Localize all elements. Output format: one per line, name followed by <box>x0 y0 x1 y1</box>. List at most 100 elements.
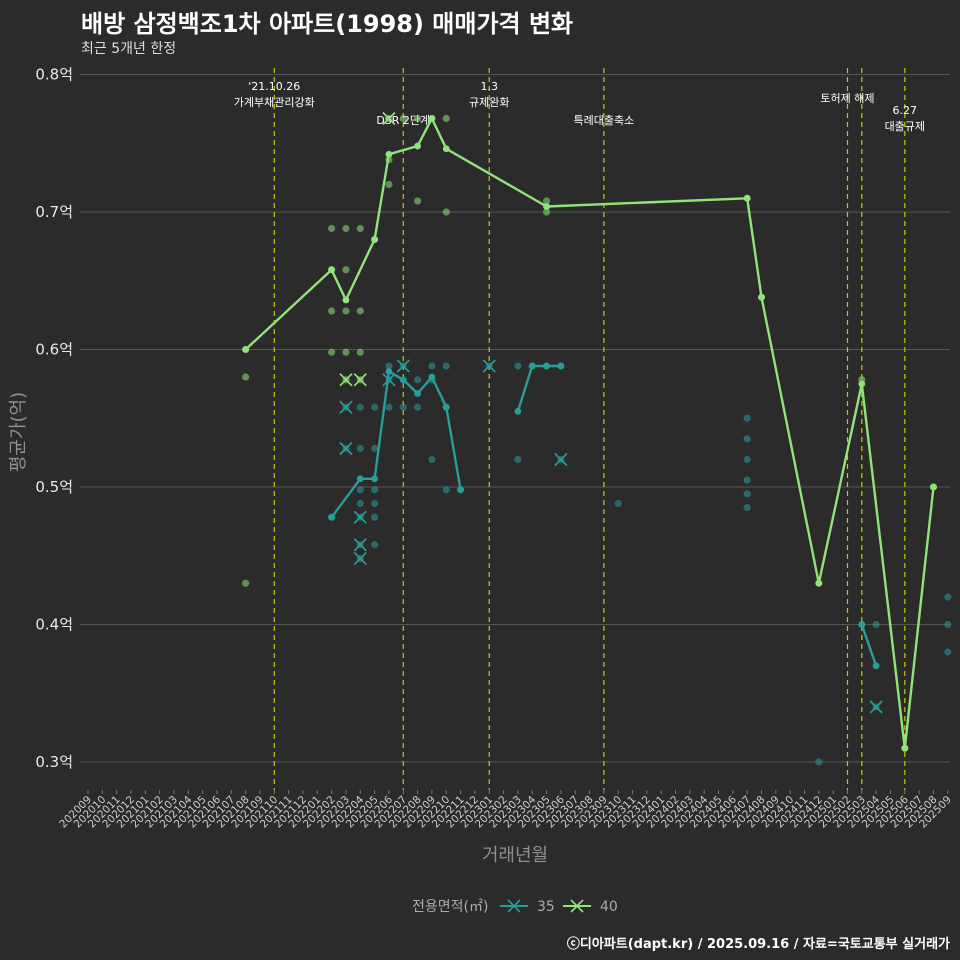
data-point-40 <box>342 224 350 233</box>
x-mark-40 <box>353 373 367 387</box>
x-mark-35 <box>869 700 883 714</box>
policy-annotation: 토허제 해제 <box>820 91 874 105</box>
data-point-35 <box>356 403 364 411</box>
policy-annotation-line: 토허제 해제 <box>820 91 874 105</box>
line-vertex-35 <box>442 403 450 411</box>
data-point-40 <box>413 114 422 123</box>
policy-annotation-line: 규제완화 <box>469 96 509 109</box>
line-vertex-40 <box>442 145 450 153</box>
line-vertex-35 <box>872 662 880 670</box>
y-tick-labels: 0.3억 0.4억 0.5억 0.6억 0.7억 0.8억 <box>35 66 73 772</box>
line-vertex-40 <box>328 266 336 274</box>
x-mark-40 <box>382 111 396 126</box>
y-gridlines <box>80 74 950 763</box>
data-point-40 <box>442 208 450 216</box>
line-vertex-35 <box>557 362 565 370</box>
line-vertex-35 <box>514 407 522 415</box>
data-point-35 <box>944 620 952 629</box>
data-point-35 <box>371 499 379 508</box>
line-vertex-35 <box>543 362 550 370</box>
policy-annotation-line: '21.10.26 <box>248 80 300 93</box>
series-line-40 <box>244 117 935 750</box>
chart-subtitle: 최근 5개년 한정 <box>81 41 177 57</box>
policy-annotation: 6.27 대출규제 <box>885 104 925 133</box>
policy-annotation-line: 1.3 <box>480 80 498 93</box>
line-vertex-40 <box>858 380 866 388</box>
data-point-35 <box>371 486 379 494</box>
data-point-40 <box>342 266 350 274</box>
data-point-40 <box>399 114 407 123</box>
line-vertex-40 <box>743 194 751 202</box>
line-vertex-40 <box>385 150 393 158</box>
series-line-35 <box>860 624 878 667</box>
data-point-35 <box>743 455 751 464</box>
data-point-35 <box>385 403 393 411</box>
data-point-40 <box>442 114 450 123</box>
x-axis-title: 거래년월 <box>482 845 548 866</box>
line-vertex-40 <box>901 744 909 752</box>
data-point-35 <box>371 444 379 453</box>
x-mark-40 <box>339 373 353 387</box>
source-caption: ⓒ디아파트(dapt.kr) / 2025.09.16 / 자료=국토교통부 실… <box>566 937 950 952</box>
data-point-35 <box>371 541 379 549</box>
data-point-35 <box>944 593 952 601</box>
x-tick-labels: 2020092020102020112020122021012021022021… <box>57 790 954 830</box>
line-vertex-40 <box>543 203 550 210</box>
policy-annotation-line: 6.27 <box>893 104 918 117</box>
series-40 <box>242 111 938 752</box>
data-point-40 <box>385 180 393 189</box>
data-point-35 <box>743 476 751 484</box>
line-vertex-40 <box>428 115 436 122</box>
data-point-35 <box>743 435 751 443</box>
line-vertex-35 <box>385 368 393 375</box>
line-vertex-40 <box>342 296 350 304</box>
data-point-35 <box>514 455 522 464</box>
data-point-35 <box>371 403 379 411</box>
line-vertex-40 <box>414 142 421 150</box>
y-tick-label: 0.6억 <box>35 341 73 359</box>
line-vertex-35 <box>414 390 421 397</box>
series-35 <box>328 359 952 766</box>
line-vertex-35 <box>528 362 536 370</box>
data-point-40 <box>413 197 422 205</box>
y-axis-title: 평균가(억) <box>8 392 29 472</box>
policy-annotation: '21.10.26 가계부채관리강화 <box>234 80 315 109</box>
policy-annotation-line: 가계부채관리강화 <box>234 96 315 109</box>
data-point-35 <box>743 414 751 422</box>
policy-annotation: 1.3 규제완화 <box>469 80 509 109</box>
data-point-35 <box>428 362 436 370</box>
line-vertex-40 <box>371 236 378 243</box>
data-point-40 <box>242 373 250 381</box>
data-point-35 <box>385 362 393 370</box>
data-point-35 <box>872 620 880 629</box>
data-point-35 <box>614 499 622 508</box>
line-vertex-40 <box>242 346 250 353</box>
x-mark-35 <box>353 510 367 524</box>
data-point-35 <box>514 362 522 370</box>
x-mark-35 <box>353 538 367 552</box>
line-vertex-35 <box>457 486 464 494</box>
data-point-35 <box>371 513 379 521</box>
legend-label-35: 35 <box>537 899 555 915</box>
line-vertex-35 <box>428 373 436 381</box>
data-point-40 <box>356 224 364 233</box>
policy-annotation-line: 대출규제 <box>885 120 925 133</box>
y-tick-label: 0.7억 <box>35 203 73 221</box>
x-mark-35 <box>554 452 568 467</box>
data-point-35 <box>399 403 407 411</box>
data-point-35 <box>944 648 952 656</box>
data-point-35 <box>428 455 436 464</box>
line-vertex-35 <box>328 513 336 521</box>
data-point-40 <box>542 208 551 216</box>
data-point-40 <box>356 307 364 315</box>
line-vertex-35 <box>356 475 364 483</box>
series-line-35 <box>516 364 561 412</box>
data-point-35 <box>356 444 364 453</box>
x-mark-35 <box>482 359 496 373</box>
policy-annotations: '21.10.26가계부채관리강화DSR 2단계1.3규제완화특례대출축소토허제… <box>234 80 925 133</box>
y-tick-label: 0.5억 <box>35 478 73 496</box>
policy-annotation-line: 특례대출축소 <box>574 114 635 127</box>
data-point-35 <box>815 758 823 766</box>
